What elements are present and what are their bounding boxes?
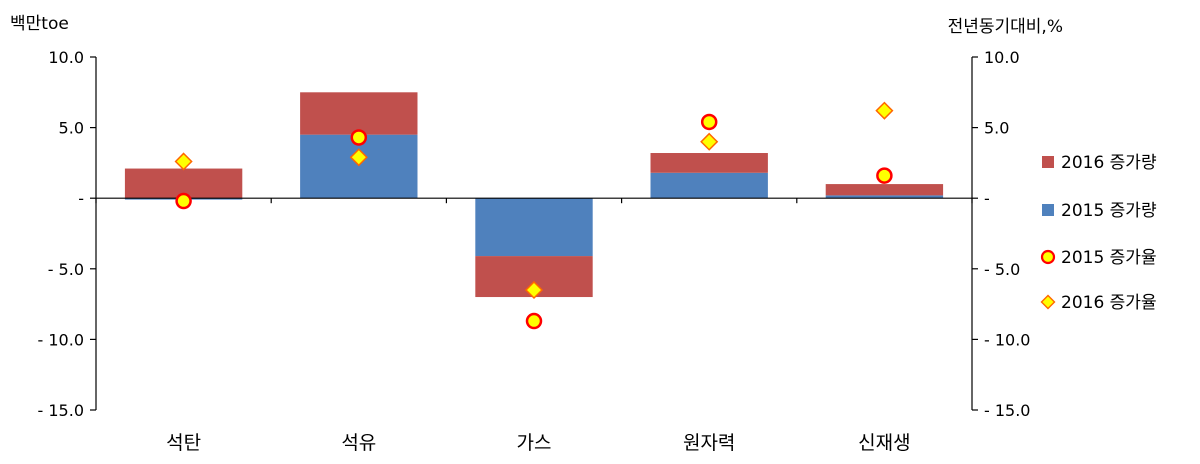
left-tick-label: - 5.0 xyxy=(48,260,84,279)
right-tick-label: - 5.0 xyxy=(984,260,1020,279)
category-label: 석유 xyxy=(341,432,376,454)
bar-2015 xyxy=(475,198,593,257)
plot-area: 10.0 10.0 5.0 5.0 - - - 5.0 - 5.0 - 10.0 - 10.0 - … xyxy=(38,48,1031,454)
legend-swatch xyxy=(1040,294,1056,310)
left-tick-label: - xyxy=(78,189,84,208)
legend-label: 2015 증가율 xyxy=(1061,248,1157,268)
bar-2016 xyxy=(825,184,944,196)
rate-2015-point xyxy=(175,192,192,210)
bar-2015 xyxy=(825,195,944,199)
category-label: 신재생 xyxy=(858,432,910,454)
legend-swatch xyxy=(1042,156,1054,168)
left-tick-label: - 15.0 xyxy=(38,401,84,420)
right-tick-label: 5.0 xyxy=(984,119,1009,138)
legend-swatch xyxy=(1042,204,1054,216)
category-label: 가스 xyxy=(517,432,552,454)
legend: 2016 증가량 2015 증가량 2015 증가율 2016 증가율 xyxy=(1040,153,1157,313)
right-tick-label: - 10.0 xyxy=(984,330,1030,349)
rate-2016-point xyxy=(700,132,719,151)
legend-label: 2016 증가율 xyxy=(1061,293,1157,313)
legend-label: 2015 증가량 xyxy=(1061,201,1157,221)
rate-2016-point xyxy=(524,280,544,300)
left-tick-label: 10.0 xyxy=(48,48,84,67)
category-label: 석탄 xyxy=(166,432,201,454)
right-tick-label: 10.0 xyxy=(984,48,1020,67)
right-tick-label: - xyxy=(984,189,990,208)
rate-2016-point xyxy=(875,101,894,120)
rate-2015-point xyxy=(350,129,368,146)
legend-label: 2016 증가량 xyxy=(1061,153,1157,173)
left-axis-unit: 백만toe xyxy=(10,14,69,34)
bar-2015 xyxy=(650,172,768,199)
bar-2016 xyxy=(650,153,768,173)
bar-2016 xyxy=(300,92,418,135)
left-tick-label: - 10.0 xyxy=(38,330,84,349)
left-tick-label: 5.0 xyxy=(59,119,84,138)
rate-2016-point xyxy=(174,152,193,171)
category-label: 원자력 xyxy=(683,432,735,454)
right-tick-label: - 15.0 xyxy=(984,401,1030,420)
rate-2015-point xyxy=(876,167,893,184)
rate-2016-point xyxy=(349,148,368,167)
right-axis-unit: 전년동기대비,% xyxy=(948,17,1063,37)
rate-2015-point xyxy=(525,312,543,330)
legend-swatch xyxy=(1040,249,1056,265)
rate-2015-point xyxy=(700,113,718,131)
